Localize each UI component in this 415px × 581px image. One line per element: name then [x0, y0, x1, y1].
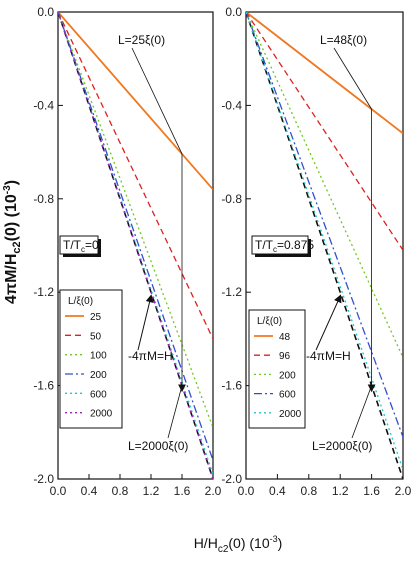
legend-box: [59, 289, 123, 429]
annotation-middle-arrow: [137, 294, 154, 351]
panel-right: 0.0 0.4 0.8 1.2 1.6 2.0 0.0 -0.4 -0.8 -1.2 -1.6 -2.…: [221, 5, 411, 498]
annotation-upper: L=25ξ(0): [118, 33, 165, 47]
x-tick-label: 1.6: [174, 484, 191, 498]
x-tick-label: 0.0: [50, 484, 67, 498]
annotation-lower-leader: [351, 385, 372, 439]
legend-entry-600: 600: [279, 390, 296, 401]
legend-entry-200: 200: [90, 370, 107, 381]
series-group: [58, 12, 213, 479]
series-line-600: [246, 12, 403, 438]
legend-entry-96: 96: [279, 351, 291, 362]
annotation-upper-leader: [131, 47, 183, 155]
panel-left: 0.0 0.4 0.8 1.2 1.6 2.0 0.0 -0.4 -0.8 -1.2 -1.6 -2.…: [33, 5, 221, 498]
plot-frame: [57, 11, 214, 480]
condition-label: T/Tc=0: [63, 238, 99, 254]
x-axis-label: H/Hc2(0) (10-3): [194, 534, 283, 555]
annotation-upper-leader: [333, 47, 372, 110]
annotation-lower-leader: [167, 385, 183, 439]
series-line-50: [58, 12, 213, 340]
y-tick-label: -2.0: [221, 472, 242, 486]
legend-entry-25: 25: [90, 312, 102, 323]
legend-title: L/ξ(0): [68, 296, 93, 307]
y-tick-label: -0.4: [33, 98, 54, 112]
y-tick-label: -1.6: [33, 379, 54, 393]
x-tick-label: 1.2: [332, 484, 349, 498]
condition-box: [59, 235, 99, 255]
legend-entry-2000: 2000: [279, 409, 302, 420]
x-tick-label: 1.2: [143, 484, 160, 498]
legend-entry-50: 50: [90, 331, 102, 342]
legend-title: L/ξ(0): [257, 316, 282, 327]
y-tick-label: -1.2: [33, 285, 54, 299]
legend-entry-100: 100: [90, 351, 107, 362]
y-axis-label: 4πM/Hc2(0) (10-3): [2, 180, 23, 304]
x-tick-label: 0.8: [300, 484, 317, 498]
series-line-2000: [58, 12, 213, 479]
annotation-upper: L=48ξ(0): [320, 33, 367, 47]
condition-box: [251, 235, 309, 255]
y-tick-label: -1.6: [221, 379, 242, 393]
y-tick-label: 0.0: [37, 5, 54, 19]
y-tick-label: -2.0: [33, 472, 54, 486]
series-line-200: [58, 12, 213, 461]
legend-entry-2000: 2000: [90, 409, 113, 420]
series-line-2000: [246, 12, 403, 470]
x-tick-label: 2.0: [395, 484, 412, 498]
legend-box: [248, 309, 306, 429]
annotation-middle: -4πM=H: [128, 349, 173, 363]
reference-line-4piM-eq-H: [246, 12, 403, 479]
x-tick-label: 0.4: [81, 484, 98, 498]
y-tick-label: -0.4: [221, 98, 242, 112]
x-tick-label: 0.8: [112, 484, 129, 498]
condition-label: T/Tc=0.875: [255, 238, 314, 254]
series-line-25: [58, 12, 213, 191]
y-tick-label: -0.8: [221, 192, 242, 206]
y-tick-label: -1.2: [221, 285, 242, 299]
annotation-middle: -4πM=H: [306, 349, 351, 363]
legend-entry-200: 200: [279, 370, 296, 381]
x-tick-label: 0.4: [269, 484, 286, 498]
series-line-48: [246, 12, 403, 135]
annotation-lower: L=2000ξ(0): [312, 439, 372, 453]
series-line-200: [246, 12, 403, 358]
x-tick-label: 1.6: [363, 484, 380, 498]
annotation-lower: L=2000ξ(0): [128, 439, 188, 453]
x-tick-label: 2.0: [205, 484, 222, 498]
plot-frame: [245, 11, 404, 480]
series-line-100: [58, 12, 213, 428]
series-group: [246, 12, 403, 479]
x-tick-label: 0.0: [238, 484, 255, 498]
legend-entry-600: 600: [90, 389, 107, 400]
legend-entry-48: 48: [279, 332, 291, 343]
y-tick-label: 0.0: [225, 5, 242, 19]
y-tick-label: -0.8: [33, 192, 54, 206]
series-line-96: [246, 12, 403, 251]
annotation-middle-arrow: [315, 294, 342, 351]
